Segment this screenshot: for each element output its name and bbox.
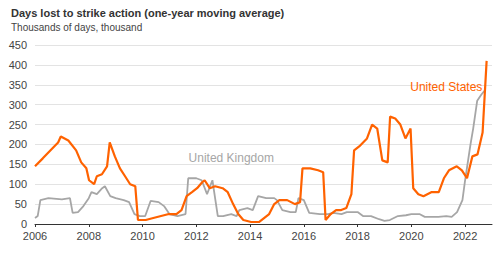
svg-text:200: 200 bbox=[9, 138, 27, 150]
svg-text:150: 150 bbox=[9, 158, 27, 170]
svg-text:300: 300 bbox=[9, 99, 27, 111]
svg-text:350: 350 bbox=[9, 79, 27, 91]
svg-text:450: 450 bbox=[9, 39, 27, 51]
svg-text:2020: 2020 bbox=[399, 230, 423, 242]
svg-text:0: 0 bbox=[21, 218, 27, 230]
svg-text:400: 400 bbox=[9, 59, 27, 71]
svg-text:United Kingdom: United Kingdom bbox=[189, 151, 274, 165]
svg-text:2012: 2012 bbox=[184, 230, 208, 242]
svg-text:2022: 2022 bbox=[453, 230, 477, 242]
svg-text:250: 250 bbox=[9, 119, 27, 131]
svg-text:Thousands of days, thousand: Thousands of days, thousand bbox=[11, 22, 142, 33]
svg-text:2008: 2008 bbox=[77, 230, 101, 242]
svg-text:2016: 2016 bbox=[292, 230, 316, 242]
svg-text:100: 100 bbox=[9, 178, 27, 190]
svg-text:United States: United States bbox=[410, 80, 482, 94]
svg-text:2014: 2014 bbox=[238, 230, 262, 242]
svg-text:50: 50 bbox=[15, 198, 27, 210]
svg-text:2018: 2018 bbox=[345, 230, 369, 242]
svg-text:2006: 2006 bbox=[23, 230, 47, 242]
svg-text:2010: 2010 bbox=[130, 230, 154, 242]
svg-text:Days lost to strike action (on: Days lost to strike action (one-year mov… bbox=[11, 7, 285, 19]
